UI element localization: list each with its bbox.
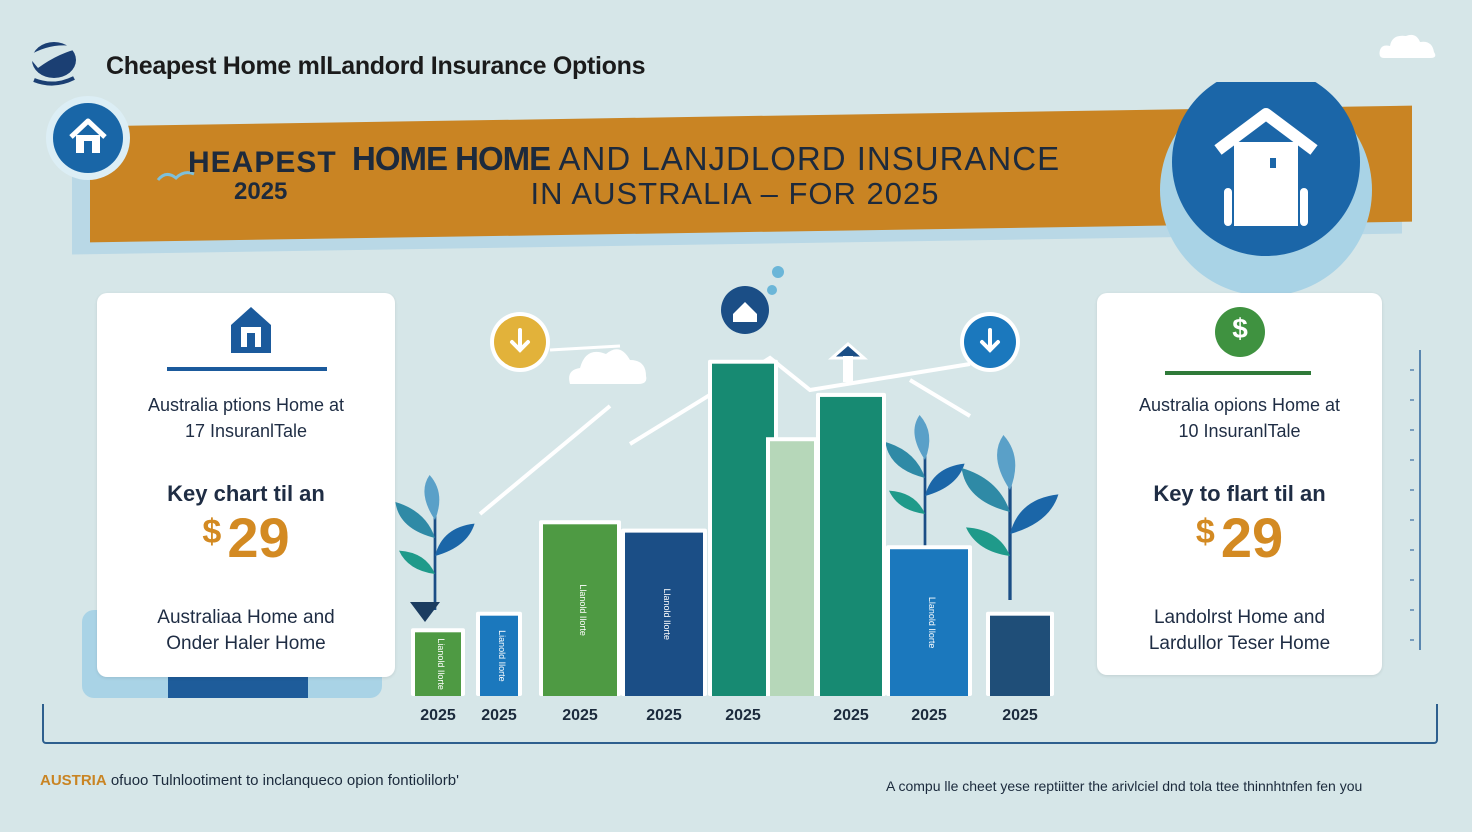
tick-label: 2025 (562, 707, 598, 724)
card-divider (1165, 371, 1311, 375)
dollar-icon: $ (1215, 307, 1265, 357)
bar-label: Lianold Ilorte (436, 638, 446, 690)
bar (770, 441, 814, 696)
price-symbol: $ (1195, 513, 1215, 551)
banner-year: 2025 (234, 178, 288, 205)
up-arrow-icon (828, 342, 868, 360)
price-symbol: $ (202, 513, 222, 551)
trend-line (549, 344, 621, 352)
bar (480, 615, 518, 696)
tick-label: 2025 (420, 707, 456, 724)
card-divider (167, 367, 327, 371)
banner-small-title: HEAPEST (188, 146, 337, 179)
down-arrow-icon (510, 328, 530, 353)
tick-label: 2025 (481, 707, 517, 724)
bar-chart: Lianold Ilorte 2025 Lianold Ilorte 2025 Llan… (395, 266, 1059, 724)
bar-label: Llanold Ilorte (927, 597, 937, 649)
footer-brand: AUSTRIA (40, 772, 107, 789)
dollar-icon-glyph: $ (1232, 313, 1248, 344)
price-value: 29 (227, 506, 290, 569)
card-line6: Onder Haler Home (166, 633, 326, 654)
card-line1: Australia ptions Home at (147, 395, 345, 415)
card-line6: Lardullor Teser Home (1148, 633, 1331, 654)
bird-icon (156, 171, 195, 181)
brand-logo (28, 42, 82, 86)
house-icon (733, 302, 757, 322)
bar (543, 524, 617, 696)
card-line1: Australia opions Home at (1138, 395, 1341, 415)
card-accent-bar (168, 676, 308, 698)
dot-decoration (767, 285, 777, 295)
plant-illustration (885, 415, 965, 550)
plant-illustration (395, 475, 475, 610)
house-badge (46, 96, 130, 180)
banner-heading-bold: HOME HOME (352, 140, 551, 177)
bar (712, 363, 774, 696)
trend-line (908, 378, 972, 418)
bar (415, 632, 461, 696)
card-line2: 17 InsuranlTale (184, 421, 308, 441)
plant-pot (410, 602, 440, 622)
price-value: 29 (1220, 506, 1284, 569)
cloud-icon (1374, 26, 1444, 66)
tick-label: 2025 (833, 707, 869, 724)
card-line2: 10 InsuranlTale (1178, 421, 1301, 441)
footer-left-text: Tulnlootiment to inclanqueco opion fonti… (152, 772, 459, 789)
bar (820, 396, 882, 696)
card-price: $29 (1097, 505, 1382, 570)
dot-decoration (772, 266, 784, 278)
banner-heading-rest: AND LANJDLORD INSURANCE (550, 140, 1061, 177)
bar-label: Lianold Ilorte (497, 630, 507, 682)
plant-pot (990, 616, 1050, 696)
plant-illustration (961, 435, 1059, 600)
page-title: Cheapest Home mlLandord Insurance Option… (106, 52, 646, 80)
banner-heading-line1: HOME HOME AND LANJDLORD INSURANCE (352, 140, 1060, 178)
card-line5: Australiaa Home and (157, 607, 335, 628)
banner-heading-line2: IN AUSTRALIA – FOR 2025 (530, 176, 940, 211)
bar (625, 532, 703, 696)
up-arrow-icon (843, 356, 853, 382)
card-heading: Key chart til an (167, 481, 325, 506)
bar-label: Llanold Ilorte (662, 589, 672, 641)
down-arrow-icon (980, 328, 1000, 353)
footer-left: AUSTRIA ofuoo Tulnlootiment to inclanque… (40, 772, 459, 789)
bar (890, 549, 968, 696)
card-heading: Key to flart til an (1153, 481, 1326, 506)
left-info-card: Australia ptions Home at 17 InsuranlTale… (97, 293, 395, 677)
big-house-icon (1160, 82, 1372, 296)
trend-line (478, 404, 612, 516)
tick-label: 2025 (1002, 707, 1038, 724)
scale-ticks (1410, 350, 1421, 650)
card-price: $29 (97, 505, 395, 570)
tick-label: 2025 (911, 707, 947, 724)
footer-brand-small: ofuoo (110, 772, 149, 789)
house-icon (69, 118, 107, 153)
house-icon (231, 307, 271, 353)
tick-label: 2025 (646, 707, 682, 724)
trend-line (628, 355, 971, 446)
card-line5: Landolrst Home and (1153, 607, 1326, 628)
footer-right-text: A compu lle cheet yese reptiitter the ar… (886, 778, 1363, 794)
tick-label: 2025 (725, 707, 761, 724)
bar-label: Llanold Ilorte (578, 584, 588, 636)
right-info-card: $ Australia opions Home at 10 InsuranlTa… (1097, 293, 1382, 675)
cloud-icon (569, 349, 647, 384)
chart-baseline-frame (42, 704, 1438, 744)
